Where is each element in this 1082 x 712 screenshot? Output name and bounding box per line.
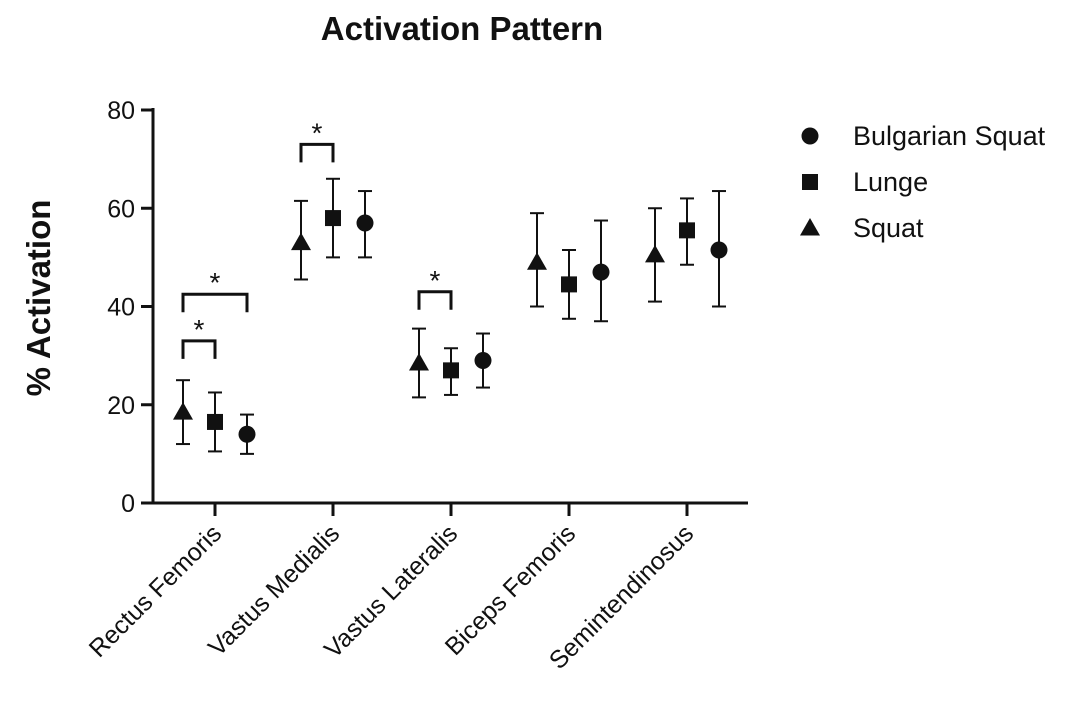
y-tick-label: 40 [107,294,135,322]
data-point-squat [409,352,429,371]
significance-bracket [181,339,217,359]
y-tick-label: 60 [107,195,135,223]
data-point-squat [527,252,547,270]
y-tick-label: 80 [107,97,135,125]
significance-bracket [299,142,335,163]
legend-marker [800,218,820,236]
data-point-lunge [325,210,341,227]
legend-label: Bulgarian Squat [853,121,1046,151]
data-point-squat [173,402,193,420]
significance-brackets: **** [181,117,453,359]
significance-bracket [417,290,453,310]
significance-bracket [181,292,249,313]
legend-label: Squat [853,213,924,243]
data-point-bulgarian-squat [710,241,728,259]
data-point-squat [291,232,311,251]
legend-label: Lunge [853,167,928,197]
data-point-lunge [443,362,459,379]
data-point-lunge [679,222,695,239]
legend-marker [802,174,818,190]
significance-marker: * [210,267,221,298]
legend-marker [801,127,819,145]
significance-marker: * [194,314,205,345]
y-axis-label: % Activation [20,200,57,397]
data-point-bulgarian-squat [474,352,492,370]
legend: Bulgarian Squat Lunge Squat [800,121,1046,243]
significance-marker: * [430,265,441,296]
significance-marker: * [312,117,323,148]
data-marks [173,177,728,455]
data-point-bulgarian-squat [592,263,610,281]
data-point-bulgarian-squat [356,214,374,232]
data-point-lunge [561,276,577,293]
data-point-squat [645,244,665,263]
data-point-lunge [207,413,223,430]
y-tick-label: 0 [121,490,135,518]
chart-title: Activation Pattern [321,10,603,47]
y-tick-label: 20 [107,392,135,420]
data-point-bulgarian-squat [238,425,256,443]
